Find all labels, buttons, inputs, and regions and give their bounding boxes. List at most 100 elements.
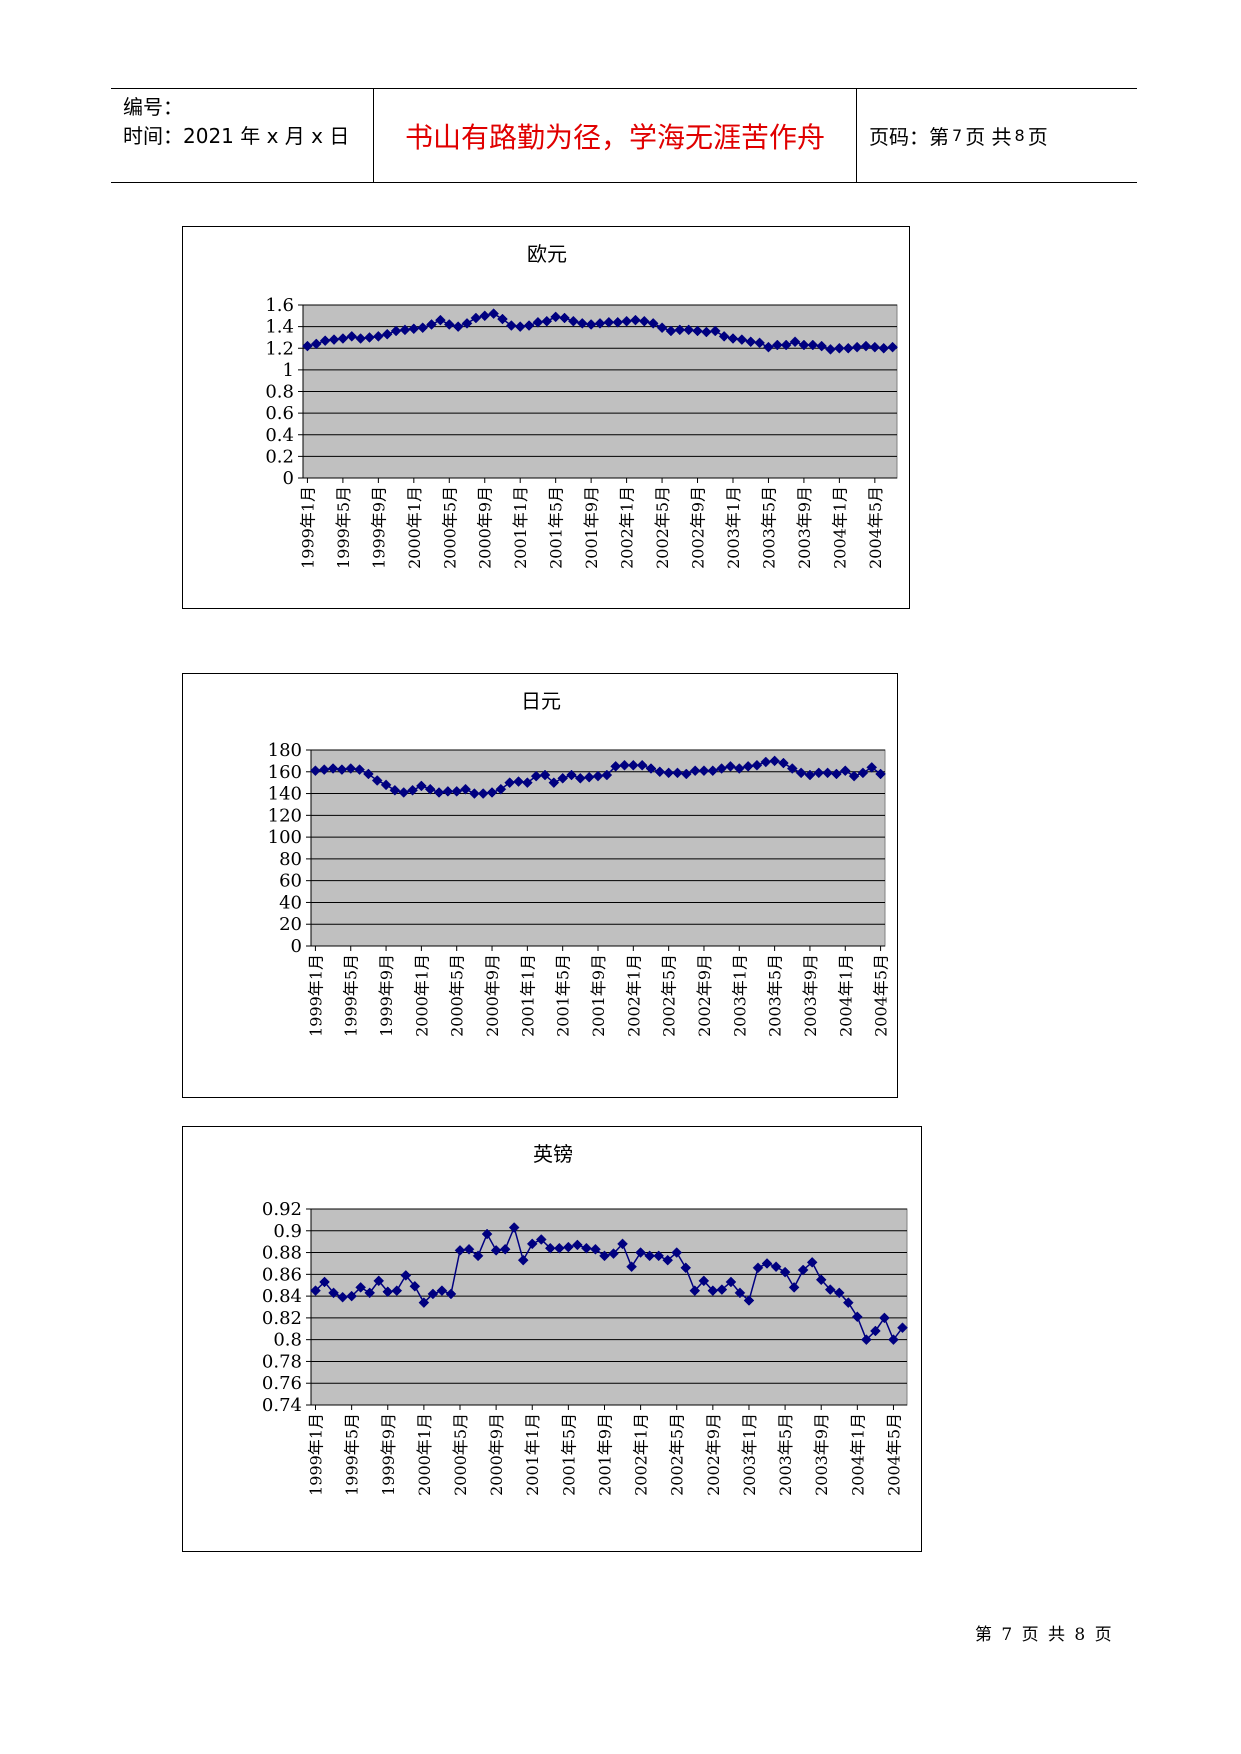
pound-data-point <box>553 1242 565 1254</box>
page-num: 7 <box>952 126 963 145</box>
pound-data-point <box>508 1222 520 1233</box>
page-footer: 第 7 页 共 8 页 <box>975 1625 1114 1645</box>
euro-data-point <box>505 320 517 331</box>
euro-data-point <box>763 341 774 353</box>
pound-data-point <box>563 1241 574 1253</box>
yen-data-point <box>707 765 719 777</box>
yen-ytick-label: 120 <box>268 805 302 826</box>
pound-ytick-label: 0.84 <box>262 1286 302 1307</box>
euro-xtick-label: 2001年5月 <box>547 486 566 569</box>
euro-data-point <box>346 331 358 342</box>
yen-data-point <box>610 760 622 772</box>
yen-ytick-label: 100 <box>268 827 302 848</box>
euro-ytick-label: 0.2 <box>265 446 294 467</box>
pound-data-point <box>770 1261 782 1273</box>
yen-data-point <box>689 765 701 777</box>
euro-data-point <box>399 324 411 336</box>
yen-data-point <box>310 765 321 777</box>
euro-data-point <box>665 325 677 337</box>
pound-ytick-label: 0.86 <box>262 1264 302 1285</box>
pound-data-point <box>870 1325 881 1337</box>
yen-data-point <box>424 783 436 795</box>
euro-data-point <box>417 322 429 334</box>
pound-ytick-label: 0.78 <box>262 1351 302 1372</box>
pound-data-point <box>725 1276 737 1288</box>
euro-data-point <box>727 333 739 344</box>
pound-data-point <box>815 1274 827 1286</box>
pound-data-point <box>833 1287 845 1299</box>
chart-euro: 欧元 0 0.2 0.4 0.6 0.8 1 1.2 1.4 1.6 1999年1月 1999年5月 1… <box>182 226 910 609</box>
pound-xtick-label: 2002年1月 <box>632 1413 651 1496</box>
pound-data-point <box>824 1284 836 1295</box>
yen-xtick-label: 2003年1月 <box>730 954 749 1037</box>
yen-data-point <box>433 787 445 798</box>
yen-data-point <box>566 769 577 781</box>
pound-data-point <box>626 1261 637 1273</box>
yen-xtick-label: 2003年5月 <box>766 954 785 1037</box>
euro-data-point <box>869 341 881 353</box>
euro-data-point <box>302 340 313 352</box>
yen-xtick-label: 2000年5月 <box>448 954 467 1037</box>
yen-data-point <box>495 783 507 795</box>
euro-xtick-label: 2001年1月 <box>511 486 530 569</box>
pound-data-point <box>806 1257 818 1268</box>
header-page-number: 页码：第 7 页 共 8 页 <box>857 89 1137 182</box>
pound-data-point <box>779 1266 791 1278</box>
pound-xtick-label: 2002年5月 <box>668 1413 687 1496</box>
euro-data-point <box>709 325 721 337</box>
yen-ytick-label: 40 <box>279 892 302 913</box>
euro-ytick-label: 1.4 <box>265 317 294 338</box>
yen-data-point <box>442 786 454 797</box>
pound-data-point <box>310 1285 321 1297</box>
euro-data-point <box>603 316 615 328</box>
pound-xtick-label: 1999年1月 <box>307 1413 326 1496</box>
yen-data-point <box>548 777 560 789</box>
euro-data-point <box>683 324 695 336</box>
euro-data-point <box>701 326 712 338</box>
euro-data-point <box>550 311 562 323</box>
euro-data-point <box>860 340 872 352</box>
pound-ytick-label: 0.82 <box>262 1308 302 1329</box>
pound-data-point <box>743 1295 755 1306</box>
yen-ytick-label: 20 <box>279 914 302 935</box>
pound-data-point <box>346 1290 357 1302</box>
euro-data-point <box>310 338 322 350</box>
pound-data-point <box>364 1287 376 1299</box>
chart-pound: 英镑 0.74 0.76 0.78 0.8 0.82 0.84 0.86 0.88 0.9 0.92… <box>182 1126 922 1552</box>
pound-data-point <box>635 1247 646 1258</box>
yen-data-point <box>645 763 657 774</box>
pound-xtick-label: 1999年5月 <box>343 1413 362 1496</box>
euro-ytick-label: 0 <box>283 468 294 489</box>
euro-xtick-label: 2002年5月 <box>653 486 672 569</box>
euro-data-point <box>647 318 659 329</box>
pound-data-point <box>355 1282 367 1293</box>
euro-data-point <box>488 308 499 320</box>
euro-data-point <box>479 310 491 322</box>
pound-data-point <box>689 1285 701 1297</box>
page-suffix: 页 <box>1027 125 1048 149</box>
euro-data-point <box>328 334 340 345</box>
euro-data-point <box>745 336 757 348</box>
pound-ytick-label: 0.76 <box>262 1373 302 1394</box>
euro-data-point <box>638 315 650 327</box>
serial-label: 编号： <box>123 95 183 119</box>
euro-data-point <box>523 320 535 331</box>
pound-data-point <box>842 1297 854 1308</box>
euro-data-point <box>887 341 898 353</box>
pound-data-point <box>716 1284 728 1295</box>
euro-ytick-label: 1 <box>283 360 294 381</box>
yen-data-point <box>672 767 683 779</box>
euro-data-point <box>381 328 393 340</box>
pound-data-point <box>454 1245 466 1256</box>
euro-data-point <box>408 323 420 335</box>
yen-data-point <box>875 768 886 780</box>
yen-data-point <box>716 763 727 774</box>
page-total: 8 <box>1014 126 1025 145</box>
euro-xtick-label: 2002年1月 <box>618 486 637 569</box>
yen-data-point <box>371 775 383 786</box>
yen-data-point <box>786 763 798 774</box>
pound-ytick-label: 0.88 <box>262 1243 302 1264</box>
pound-data-point <box>761 1258 773 1269</box>
yen-xtick-label: 1999年5月 <box>342 954 361 1037</box>
euro-data-point <box>443 319 455 330</box>
